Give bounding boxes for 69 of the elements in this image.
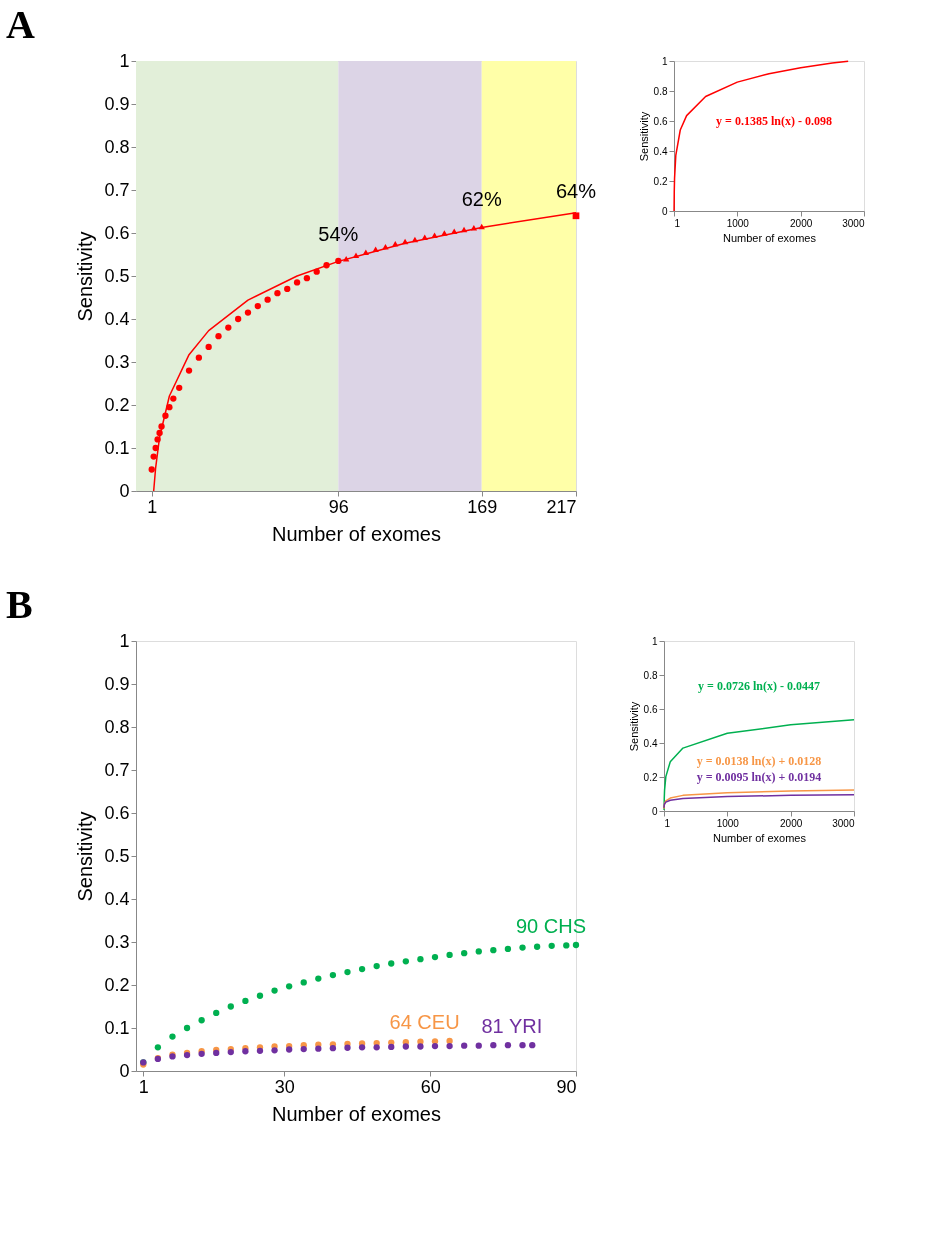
x-tick-label: 169 bbox=[467, 496, 498, 517]
x-tick-label: 1000 bbox=[726, 217, 750, 229]
chart-title: A bbox=[5, 2, 35, 47]
annotation: 62% bbox=[461, 188, 502, 211]
y-tick-label: 0.9 bbox=[104, 673, 130, 694]
annotation: 64% bbox=[555, 179, 597, 202]
y-tick-label: 0.8 bbox=[104, 716, 130, 737]
y-tick-label: 0 bbox=[119, 1060, 130, 1081]
annotation: y = 0.0138 ln(x) + 0.0128 bbox=[696, 754, 822, 768]
y-tick-label: 0.9 bbox=[104, 93, 130, 114]
x-axis-title: Number of exomes bbox=[713, 831, 807, 844]
y-tick-label: 0.1 bbox=[104, 1017, 130, 1038]
y-tick-label: 0.8 bbox=[653, 85, 668, 97]
y-axis-title: Sensitivity bbox=[637, 111, 650, 162]
y-tick-label: 0.2 bbox=[653, 175, 668, 187]
x-tick-label: 2000 bbox=[780, 817, 803, 829]
y-tick-label: 0.6 bbox=[653, 115, 668, 127]
y-axis-title: Sensitivity bbox=[74, 231, 97, 322]
series-label: 81 YRI bbox=[481, 1015, 543, 1038]
y-tick-label: 0.7 bbox=[104, 759, 130, 780]
y-tick-label: 0.8 bbox=[104, 136, 130, 157]
x-tick-label: 96 bbox=[328, 496, 349, 517]
y-axis-title: Sensitivity bbox=[74, 811, 97, 902]
x-tick-label: 2000 bbox=[790, 217, 813, 229]
x-tick-label: 1 bbox=[674, 217, 681, 229]
y-tick-label: 0.4 bbox=[653, 145, 668, 157]
x-tick-label: 3000 bbox=[832, 817, 855, 829]
x-axis-title: Number of exomes bbox=[272, 522, 441, 545]
y-tick-label: 0.7 bbox=[104, 179, 130, 200]
series-label: 90 CHS bbox=[515, 915, 586, 938]
y-tick-label: 0.4 bbox=[643, 737, 658, 749]
y-tick-label: 0.2 bbox=[104, 394, 130, 415]
y-tick-label: 1 bbox=[651, 635, 658, 647]
y-tick-label: 0.4 bbox=[104, 888, 130, 909]
y-tick-label: 1 bbox=[119, 630, 130, 651]
x-tick-label: 60 bbox=[420, 1076, 441, 1097]
chart-title: B bbox=[5, 582, 33, 627]
y-tick-label: 0.5 bbox=[104, 265, 130, 286]
y-tick-label: 0 bbox=[119, 480, 130, 501]
y-tick-label: 0.3 bbox=[104, 351, 130, 372]
y-tick-label: 0.6 bbox=[643, 703, 658, 715]
x-tick-label: 3000 bbox=[842, 217, 865, 229]
y-tick-label: 0.2 bbox=[104, 974, 130, 995]
series-label: 64 CEU bbox=[389, 1010, 460, 1033]
y-tick-label: 0.1 bbox=[104, 437, 130, 458]
y-tick-label: 0.6 bbox=[104, 802, 130, 823]
y-tick-label: 0 bbox=[661, 205, 668, 217]
annotation: y = 0.0726 ln(x) - 0.0447 bbox=[698, 679, 820, 693]
y-tick-label: 0.6 bbox=[104, 222, 130, 243]
annotation: 54% bbox=[318, 222, 359, 245]
y-tick-label: 0.5 bbox=[104, 845, 130, 866]
x-axis-title: Number of exomes bbox=[723, 231, 817, 244]
x-tick-label: 217 bbox=[546, 496, 577, 517]
x-tick-label: 30 bbox=[274, 1076, 295, 1097]
x-tick-label: 1000 bbox=[716, 817, 740, 829]
annotation: y = 0.1385 ln(x) - 0.098 bbox=[716, 114, 832, 128]
y-tick-label: 0.4 bbox=[104, 308, 130, 329]
y-tick-label: 0.8 bbox=[643, 669, 658, 681]
x-axis-title: Number of exomes bbox=[272, 1102, 441, 1125]
x-tick-label: 1 bbox=[147, 496, 158, 517]
y-tick-label: 1 bbox=[119, 50, 130, 71]
y-tick-label: 1 bbox=[661, 55, 668, 67]
x-tick-label: 1 bbox=[138, 1076, 149, 1097]
annotation: y = 0.0095 ln(x) + 0.0194 bbox=[696, 770, 822, 784]
y-axis-title: Sensitivity bbox=[627, 701, 640, 752]
y-tick-label: 0.2 bbox=[643, 771, 658, 783]
x-tick-label: 90 bbox=[556, 1076, 577, 1097]
y-tick-label: 0 bbox=[651, 805, 658, 817]
y-tick-label: 0.3 bbox=[104, 931, 130, 952]
